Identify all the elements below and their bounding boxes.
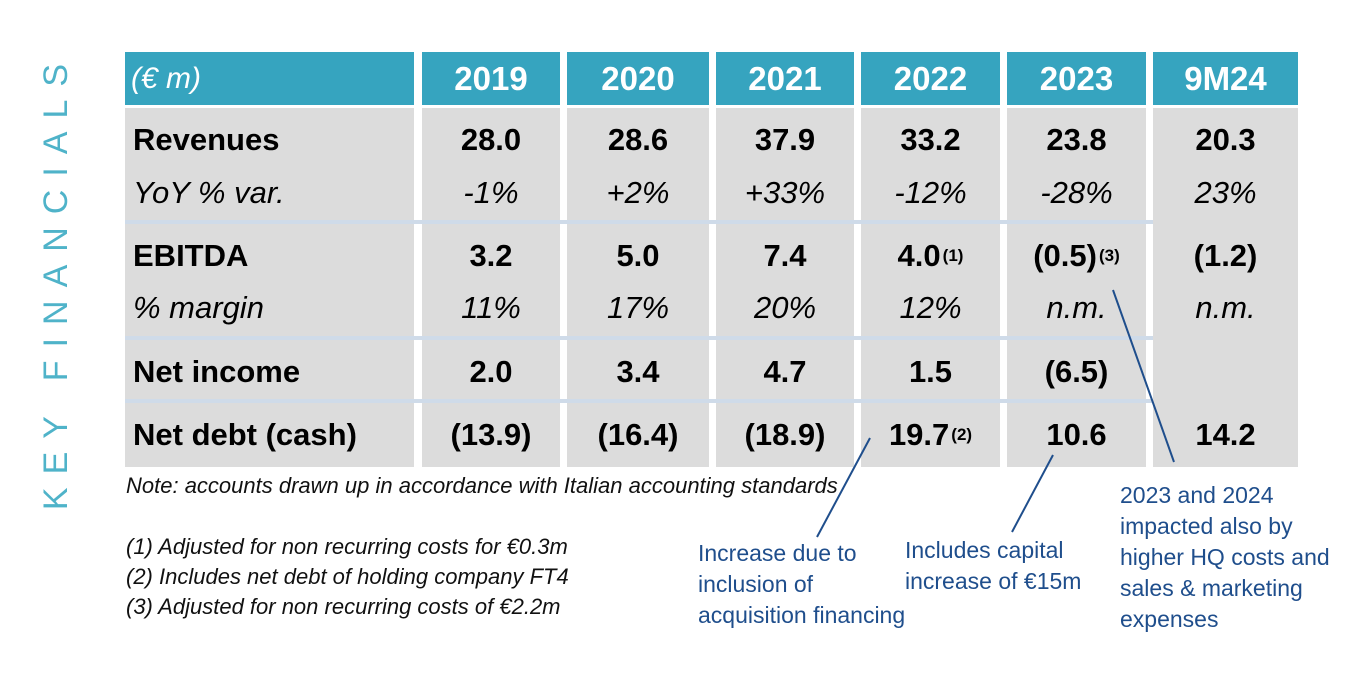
- accounting-note: Note: accounts drawn up in accordance wi…: [126, 473, 838, 498]
- cell-netdebt-9m24: 14.2: [1195, 417, 1256, 452]
- financials-table: (€ m) 2019 2020 2021 2022 2023 9M24 Reve…: [125, 52, 1298, 467]
- cell-yoy-2019: -1%: [463, 175, 519, 210]
- cell-ebitda-2020: 5.0: [616, 238, 660, 273]
- col-header-9m24: 9M24: [1153, 52, 1298, 105]
- cell-netdebt-2023: 10.6: [1046, 417, 1107, 452]
- annotation-line: inclusion of: [698, 571, 814, 597]
- cell-ebitda-2022: 4.0 (1): [861, 232, 1000, 280]
- col-header-2019: 2019: [422, 52, 560, 105]
- annotation-line: Includes capital: [905, 537, 1064, 563]
- footnote-mark: (1): [942, 246, 964, 265]
- cell-netdebt-2022: 19.7 (2): [861, 411, 1000, 459]
- annotation-line: expenses: [1120, 606, 1219, 632]
- cell-revenues-2019: 28.0: [460, 122, 522, 157]
- annotation-hq-costs: 2023 and 2024 impacted also by higher HQ…: [1120, 480, 1330, 635]
- unit-label: (€ m): [125, 52, 414, 105]
- ebitda-2023-value: (0.5): [1033, 238, 1097, 273]
- cell-yoy-2022: -12%: [894, 175, 967, 210]
- row-label-ebitda: EBITDA: [133, 238, 249, 273]
- cell-yoy-2021: +33%: [744, 175, 826, 210]
- column-bg: [716, 108, 854, 467]
- col-header-2023: 2023: [1007, 52, 1146, 105]
- row-label-net-debt: Net debt (cash): [133, 417, 357, 452]
- annotation-line: acquisition financing: [698, 602, 906, 628]
- cell-revenues-2022: 33.2: [900, 122, 961, 157]
- cell-netdebt-2020: (16.4): [597, 417, 679, 452]
- row-label-revenues: Revenues: [133, 122, 280, 157]
- row-label-margin: % margin: [133, 290, 264, 325]
- footnote-3: (3) Adjusted for non recurring costs of …: [126, 594, 561, 619]
- annotation-line: higher HQ costs and: [1120, 544, 1330, 570]
- cell-netincome-9m24: [1153, 348, 1298, 396]
- cell-yoy-2020: +2%: [606, 175, 670, 210]
- column-bg: [567, 108, 709, 467]
- cell-margin-2021: 20%: [753, 290, 817, 325]
- cell-netincome-2019: 2.0: [469, 354, 513, 389]
- cell-revenues-9m24: 20.3: [1195, 122, 1256, 157]
- label-column-bg: [125, 108, 414, 467]
- col-header-2020: 2020: [567, 52, 709, 105]
- cell-netincome-2020: 3.4: [616, 354, 660, 389]
- footnote-mark: (2): [951, 425, 973, 444]
- row-label-yoy: YoY % var.: [133, 175, 285, 210]
- netdebt-2022-value: 19.7: [888, 417, 950, 452]
- cell-yoy-2023: -28%: [1040, 175, 1113, 210]
- cell-netdebt-2019: (13.9): [450, 417, 532, 452]
- column-bg: [422, 108, 560, 467]
- cell-netincome-2021: 4.7: [763, 354, 807, 389]
- side-title: KEY FINANCIALS: [38, 50, 76, 509]
- cell-ebitda-2019: 3.2: [469, 238, 513, 273]
- cell-revenues-2020: 28.6: [607, 122, 669, 157]
- column-bg: [1153, 108, 1298, 467]
- cell-margin-9m24: n.m.: [1195, 290, 1256, 325]
- cell-margin-2020: 17%: [606, 290, 670, 325]
- row-separator: [125, 336, 1153, 340]
- annotation-line: increase of €15m: [905, 568, 1082, 594]
- annotation-line: Increase due to: [698, 540, 857, 566]
- footnote-mark: (3): [1098, 246, 1120, 265]
- ebitda-2022-value: 4.0: [897, 238, 941, 273]
- annotation-line: 2023 and 2024: [1120, 482, 1274, 508]
- row-separator: [125, 220, 1153, 224]
- row-separator: [125, 399, 1153, 403]
- cell-margin-2019: 11%: [461, 290, 521, 325]
- side-title-text: KEY FINANCIALS: [37, 50, 76, 510]
- column-bg: [861, 108, 1000, 467]
- cell-margin-2022: 12%: [899, 290, 962, 325]
- cell-ebitda-9m24: (1.2): [1193, 238, 1258, 273]
- annotation-line: sales & marketing: [1120, 575, 1303, 601]
- footnote-2: (2) Includes net debt of holding company…: [126, 564, 569, 589]
- footnote-1: (1) Adjusted for non recurring costs for…: [126, 534, 568, 559]
- cell-netincome-2023: (6.5): [1044, 354, 1109, 389]
- annotation-capital: Includes capital increase of €15m: [905, 535, 1081, 597]
- annotation-line: impacted also by: [1120, 513, 1293, 539]
- row-label-net-income: Net income: [133, 354, 301, 389]
- cell-margin-2023: n.m.: [1046, 290, 1107, 325]
- annotation-acquisition: Increase due to inclusion of acquisition…: [698, 538, 905, 631]
- cell-revenues-2023: 23.8: [1046, 122, 1107, 157]
- cell-ebitda-2021: 7.4: [763, 238, 807, 273]
- cell-yoy-9m24: 23%: [1194, 175, 1257, 210]
- cell-netincome-2022: 1.5: [908, 354, 953, 389]
- cell-revenues-2021: 37.9: [754, 122, 816, 157]
- col-header-2022: 2022: [861, 52, 1000, 105]
- col-header-2021: 2021: [716, 52, 854, 105]
- cell-ebitda-2023: (0.5) (3): [1007, 232, 1146, 280]
- cell-netdebt-2021: (18.9): [744, 417, 826, 452]
